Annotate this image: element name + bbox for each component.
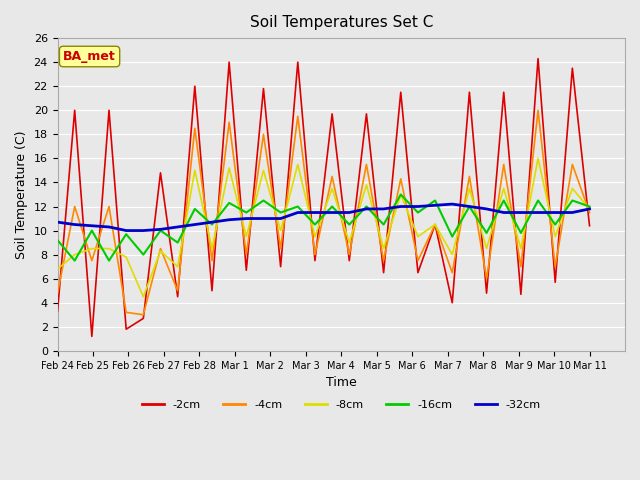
X-axis label: Time: Time: [326, 376, 356, 389]
Y-axis label: Soil Temperature (C): Soil Temperature (C): [15, 130, 28, 259]
Legend: -2cm, -4cm, -8cm, -16cm, -32cm: -2cm, -4cm, -8cm, -16cm, -32cm: [138, 395, 545, 414]
Text: BA_met: BA_met: [63, 50, 116, 63]
Title: Soil Temperatures Set C: Soil Temperatures Set C: [250, 15, 433, 30]
